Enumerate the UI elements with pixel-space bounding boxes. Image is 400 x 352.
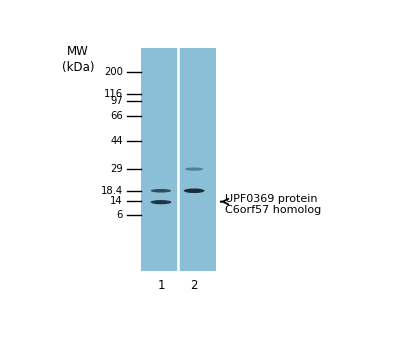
Text: MW
(kDa): MW (kDa): [62, 45, 94, 74]
Text: C6orf57 homolog: C6orf57 homolog: [225, 205, 322, 215]
Text: 200: 200: [104, 67, 123, 76]
Ellipse shape: [150, 200, 172, 204]
Ellipse shape: [185, 168, 204, 171]
Bar: [142, 48, 216, 271]
Text: 2: 2: [190, 279, 198, 293]
Text: 14: 14: [110, 196, 123, 206]
Text: 116: 116: [104, 89, 123, 99]
Text: UPF0369 protein: UPF0369 protein: [225, 194, 318, 204]
Text: 44: 44: [110, 136, 123, 146]
Ellipse shape: [184, 188, 205, 193]
Text: 29: 29: [110, 164, 123, 174]
Text: 97: 97: [110, 96, 123, 106]
Text: 66: 66: [110, 111, 123, 121]
Text: 1: 1: [157, 279, 165, 293]
Text: 6: 6: [116, 210, 123, 220]
Text: 18.4: 18.4: [101, 186, 123, 196]
Ellipse shape: [151, 189, 171, 193]
